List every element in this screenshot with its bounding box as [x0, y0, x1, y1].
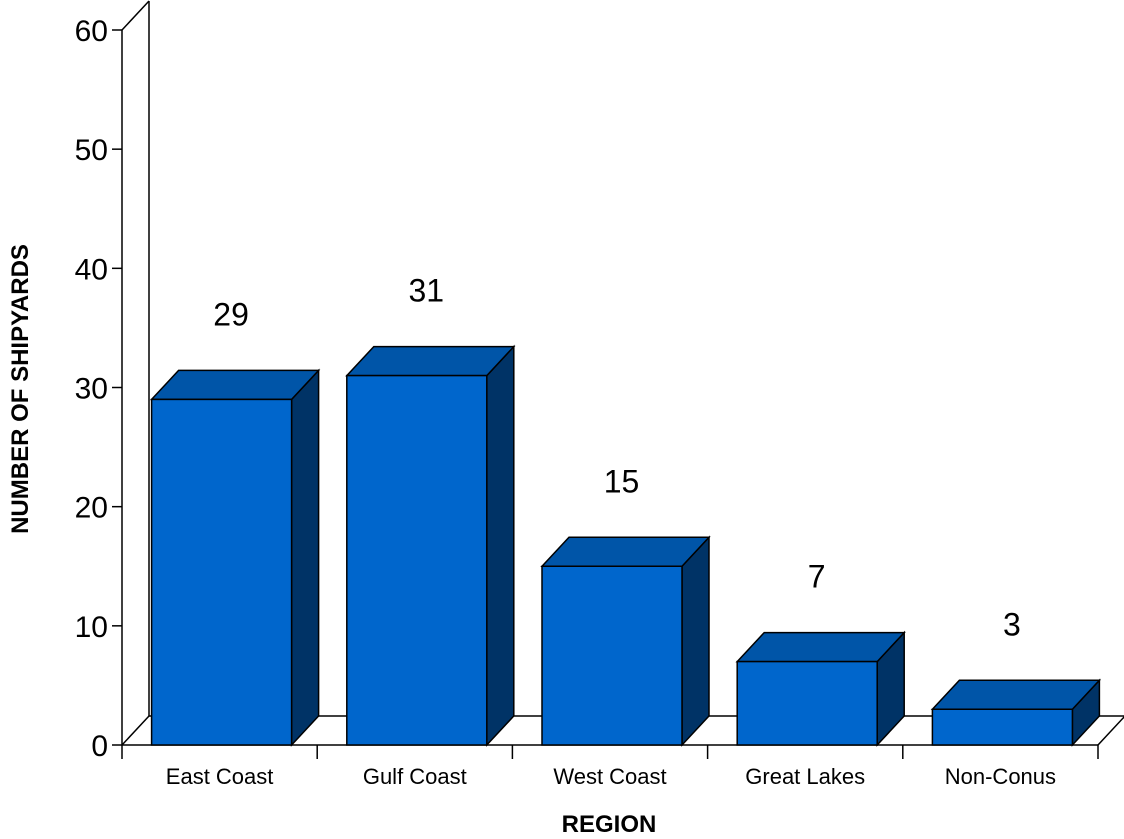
- bar: [735, 630, 906, 747]
- y-tick-label: 60: [75, 15, 108, 48]
- x-axis-ticks: East Coast Gulf Coast West Coast Great Lake…: [121, 745, 1099, 789]
- bar-top: [345, 345, 516, 377]
- data-label: 31: [409, 273, 445, 309]
- y-axis-title: NUMBER OF SHIPYARDS: [7, 244, 34, 534]
- bar-top: [149, 369, 321, 401]
- bar-front: [736, 660, 878, 746]
- bar-side: [290, 368, 320, 747]
- data-label: 3: [1003, 606, 1021, 642]
- bar-side: [681, 535, 710, 747]
- bar-front: [346, 374, 488, 746]
- bar: [540, 535, 711, 747]
- x-category-label: West Coast: [553, 764, 666, 789]
- bar: [345, 344, 516, 747]
- bar-top: [735, 631, 906, 663]
- x-axis-title: REGION: [562, 811, 657, 838]
- bar-top: [540, 536, 711, 567]
- x-category-label: Non-Conus: [945, 764, 1056, 789]
- bars: [149, 344, 1102, 747]
- x-category-label: East Coast: [166, 764, 274, 789]
- bar: [930, 678, 1102, 747]
- x-category-label: Great Lakes: [745, 764, 865, 789]
- bar: [149, 368, 321, 747]
- y-tick-label: 0: [91, 730, 108, 763]
- bar-side: [486, 344, 515, 747]
- data-label: 15: [604, 463, 640, 499]
- bar-front: [541, 565, 683, 746]
- x-category-label: Gulf Coast: [363, 764, 467, 789]
- y-tick-label: 30: [75, 373, 108, 406]
- y-axis-ticks: 0 10 20 30 40 50 60: [75, 15, 122, 763]
- bar-top: [930, 679, 1102, 710]
- y-tick-label: 40: [75, 253, 108, 286]
- y-tick-label: 10: [75, 611, 108, 644]
- data-label: 29: [213, 296, 249, 332]
- bar-front: [931, 708, 1074, 746]
- bar-front: [150, 398, 293, 746]
- data-label: 7: [808, 559, 826, 595]
- data-labels: 29 31 15 7 3: [213, 273, 1020, 643]
- y-tick-label: 20: [75, 492, 108, 525]
- y-tick-label: 50: [75, 134, 108, 167]
